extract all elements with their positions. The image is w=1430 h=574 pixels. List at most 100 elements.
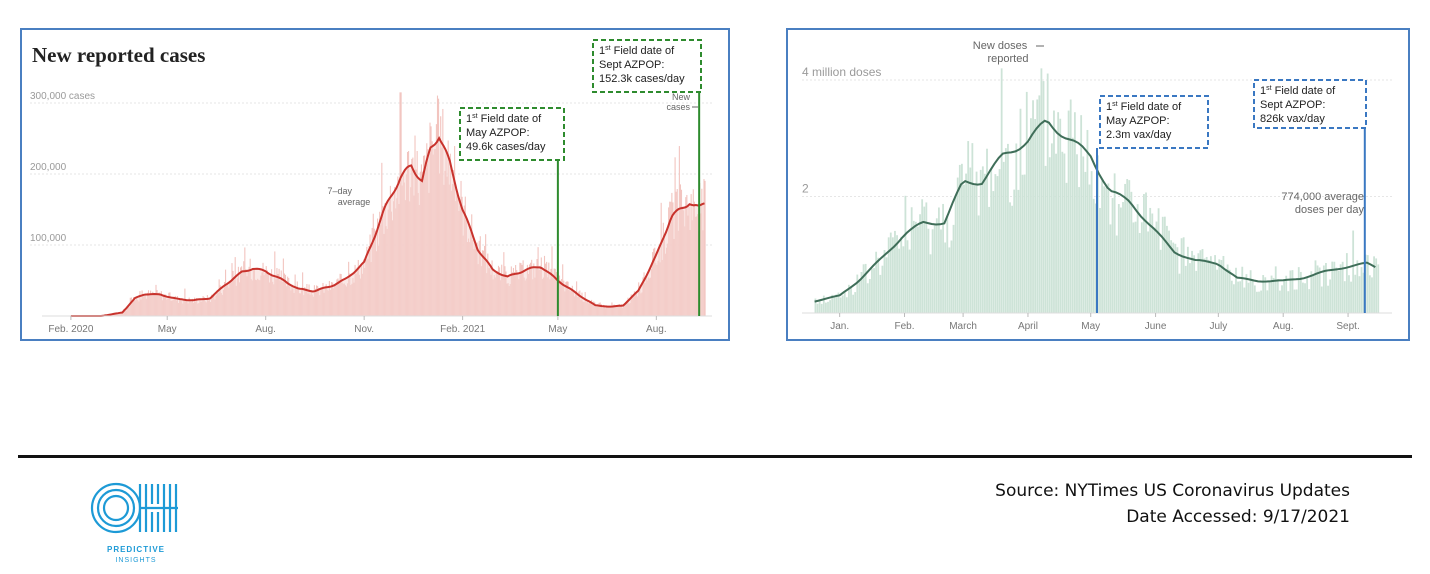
vax-daily-bar bbox=[1128, 180, 1131, 313]
vax-daily-bar bbox=[984, 173, 986, 313]
cases-avg-label-1: 7–day bbox=[327, 186, 352, 196]
cases-new-label-1: New bbox=[672, 92, 691, 102]
vax-daily-bar bbox=[873, 268, 875, 313]
vax-daily-bar bbox=[1023, 174, 1026, 313]
vax-daily-bar bbox=[1030, 118, 1032, 313]
vax-daily-bar bbox=[1017, 189, 1020, 313]
vax-daily-bar bbox=[1253, 285, 1256, 313]
vax-daily-bar bbox=[1050, 143, 1053, 313]
vax-daily-bar bbox=[1191, 250, 1193, 313]
vax-daily-bar bbox=[879, 274, 882, 313]
vax-daily-bar bbox=[910, 207, 913, 313]
vax-daily-bar bbox=[935, 218, 938, 313]
vax-daily-bar bbox=[1032, 100, 1034, 313]
vax-daily-bar bbox=[1076, 154, 1078, 313]
vax-daily-bar bbox=[1004, 148, 1007, 313]
vax-daily-bar bbox=[825, 302, 827, 313]
vax-daily-bar bbox=[1184, 265, 1187, 313]
vax-daily-bar bbox=[1205, 256, 1208, 313]
vax-daily-bar bbox=[1103, 186, 1106, 313]
vax-x-tick-label: June bbox=[1145, 321, 1167, 332]
vax-daily-bar bbox=[1034, 119, 1037, 313]
vax-daily-bar bbox=[950, 240, 953, 313]
vax-daily-bar bbox=[1186, 246, 1189, 313]
vax-daily-bar bbox=[860, 272, 863, 313]
vax-may-ann-line3: 2.3m vax/day bbox=[1106, 129, 1172, 141]
vax-avg-label-1: 774,000 average bbox=[1281, 191, 1364, 203]
vax-daily-bar bbox=[1243, 287, 1246, 313]
vax-daily-bar bbox=[898, 248, 901, 313]
vax-daily-bar bbox=[1109, 224, 1112, 313]
vax-daily-bar bbox=[927, 228, 930, 313]
vax-daily-bar bbox=[975, 171, 978, 313]
vax-daily-bar bbox=[1180, 238, 1183, 313]
vax-y-tick-label: 2 bbox=[802, 182, 809, 196]
vax-daily-bar bbox=[1092, 198, 1095, 313]
vax-daily-bar bbox=[1258, 291, 1260, 313]
vax-daily-bar bbox=[1067, 110, 1070, 313]
vax-daily-bar bbox=[1007, 143, 1009, 313]
vax-daily-bar bbox=[1218, 259, 1221, 313]
vax-x-tick-label: May bbox=[1081, 321, 1100, 332]
cases-may-ann-line2: May AZPOP: bbox=[466, 127, 530, 139]
vax-daily-bar bbox=[1099, 207, 1101, 313]
vax-daily-bar bbox=[1040, 68, 1043, 313]
vax-daily-bar bbox=[894, 230, 896, 313]
vax-daily-bar bbox=[940, 229, 942, 313]
vax-daily-bar bbox=[829, 300, 831, 313]
vax-daily-bar bbox=[1354, 274, 1357, 313]
vax-daily-bar bbox=[1000, 68, 1003, 313]
vax-daily-bar bbox=[883, 250, 886, 313]
vax-daily-bar bbox=[958, 164, 961, 313]
cases-x-tick-label: Feb. 2020 bbox=[48, 324, 93, 335]
vax-daily-bar bbox=[1276, 279, 1279, 313]
vax-sept-ann-line1: 1st Field date of bbox=[1260, 85, 1336, 97]
vax-daily-bar bbox=[1304, 283, 1306, 313]
vax-daily-bar bbox=[1312, 275, 1315, 313]
cases-avg-line bbox=[70, 136, 705, 317]
vax-daily-bar bbox=[1256, 291, 1258, 313]
vax-daily-bar bbox=[952, 224, 955, 313]
vax-daily-bar bbox=[906, 240, 909, 313]
cases-x-tick-label: Feb. 2021 bbox=[440, 324, 485, 335]
vax-daily-bar bbox=[1266, 290, 1269, 313]
vax-daily-bar bbox=[1320, 286, 1323, 313]
cases-x-tick-label: Nov. bbox=[354, 324, 374, 335]
vax-new-label-1: New doses bbox=[973, 40, 1028, 52]
vax-x-tick-label: April bbox=[1018, 321, 1038, 332]
vax-daily-bar bbox=[1113, 173, 1116, 313]
vax-daily-bar bbox=[937, 207, 940, 313]
vax-daily-bar bbox=[965, 173, 967, 313]
vax-daily-bar bbox=[848, 284, 850, 313]
vax-daily-bar bbox=[1134, 221, 1137, 313]
cases-sept-annotation-box bbox=[592, 39, 702, 93]
cases-avg-label-2: average bbox=[338, 197, 371, 207]
vax-daily-bar bbox=[1283, 280, 1286, 313]
vax-daily-bar bbox=[833, 297, 836, 313]
vax-x-tick-label: Jan. bbox=[830, 321, 849, 332]
vax-daily-bar bbox=[896, 235, 898, 313]
vax-daily-bar bbox=[1295, 289, 1298, 313]
vax-daily-bar bbox=[1042, 81, 1045, 313]
vax-daily-bar bbox=[1335, 267, 1338, 313]
vax-daily-bar bbox=[1285, 275, 1288, 313]
vax-daily-bar bbox=[1287, 291, 1290, 313]
vax-daily-bar bbox=[1048, 157, 1051, 313]
vax-daily-bar bbox=[986, 148, 988, 313]
cases-chart-panel: New reported cases 300,000 cases 200,000 1… bbox=[20, 28, 730, 341]
vax-daily-bar bbox=[1245, 274, 1248, 313]
vax-x-tick-label: Aug. bbox=[1273, 321, 1294, 332]
vax-daily-bar bbox=[1027, 141, 1030, 313]
vax-daily-bar bbox=[1038, 95, 1041, 313]
vax-daily-bar bbox=[841, 295, 844, 313]
vax-daily-bar bbox=[948, 247, 951, 313]
cases-may-ann-line1: 1st Field date of bbox=[466, 113, 542, 125]
vax-daily-bar bbox=[1149, 207, 1152, 313]
vax-daily-bar bbox=[1101, 180, 1103, 313]
vax-daily-bar bbox=[931, 229, 934, 313]
vax-daily-bar bbox=[1289, 270, 1292, 313]
vax-daily-bar bbox=[1226, 264, 1229, 313]
vax-daily-bar bbox=[1015, 143, 1018, 313]
vax-daily-bar bbox=[990, 168, 993, 313]
vax-daily-bar bbox=[1214, 255, 1216, 313]
